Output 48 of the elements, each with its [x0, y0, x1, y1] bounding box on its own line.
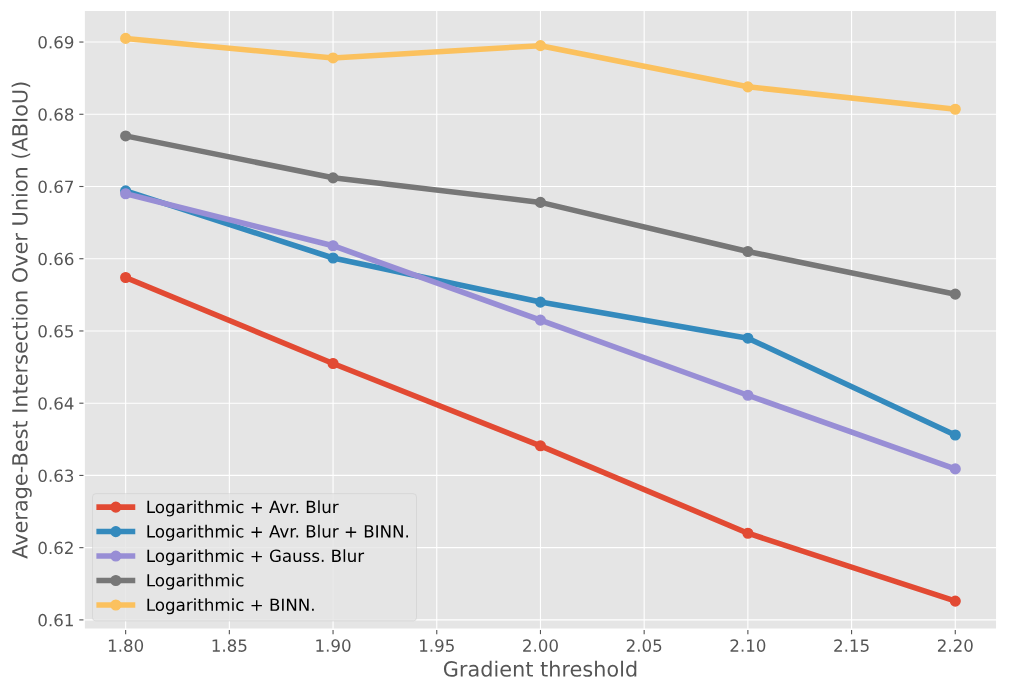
- x-tick-label: 1.85: [212, 639, 247, 652]
- y-tick-label: 0.61: [38, 613, 73, 627]
- point: [534, 296, 547, 308]
- point: [534, 440, 547, 452]
- y-tick-label: 0.64: [38, 397, 74, 410]
- point: [742, 527, 754, 539]
- point: [949, 103, 961, 115]
- x-tick-label: 2.05: [626, 639, 662, 652]
- point: [949, 288, 961, 300]
- y-tick-label: 0.67: [38, 180, 74, 194]
- x-tick-label: 1.90: [316, 639, 351, 652]
- point: [742, 81, 754, 93]
- x-tick-label: 2.15: [834, 639, 869, 652]
- point: [949, 463, 961, 475]
- point: [742, 332, 754, 344]
- x-tick-label: 1.80: [108, 639, 144, 652]
- point: [534, 314, 547, 326]
- x-tick-label: 2.00: [523, 639, 558, 652]
- x-tick-label: 1.95: [420, 639, 454, 652]
- y-tick-label: 0.66: [38, 252, 74, 266]
- point: [534, 40, 547, 52]
- y-tick-label: 0.68: [38, 108, 74, 121]
- point: [742, 389, 754, 401]
- point: [742, 245, 754, 258]
- point: [327, 252, 339, 264]
- y-tick-label: 0.65: [38, 324, 73, 338]
- x-tick-label: 2.10: [730, 639, 766, 652]
- point: [327, 52, 339, 64]
- point: [949, 429, 961, 441]
- x-tick-label: 2.20: [937, 639, 973, 652]
- legend-label: Logarithmic + BINN.: [147, 598, 314, 615]
- legend-label: Logarithmic: [147, 573, 244, 590]
- point: [327, 172, 339, 184]
- y-tick-label: 0.69: [38, 36, 74, 49]
- x-axis-title: Gradient threshold: [443, 660, 637, 677]
- y-tick-label: 0.62: [38, 541, 73, 555]
- y-tick-label: 0.63: [38, 469, 74, 482]
- point: [327, 240, 339, 252]
- point: [120, 32, 132, 44]
- legend-label: Logarithmic + Gauss. Blur: [147, 549, 365, 566]
- legend-label: Logarithmic + Avr. Blur: [147, 500, 339, 517]
- y-axis-title: Average-Best Intersection Over Union (ABIoU): [11, 82, 32, 559]
- point: [949, 595, 961, 607]
- point: [120, 271, 132, 284]
- point: [120, 130, 132, 142]
- legend-label: Logarithmic + Avr. Blur + BINN.: [147, 524, 409, 541]
- point: [534, 196, 547, 208]
- point: [327, 357, 339, 370]
